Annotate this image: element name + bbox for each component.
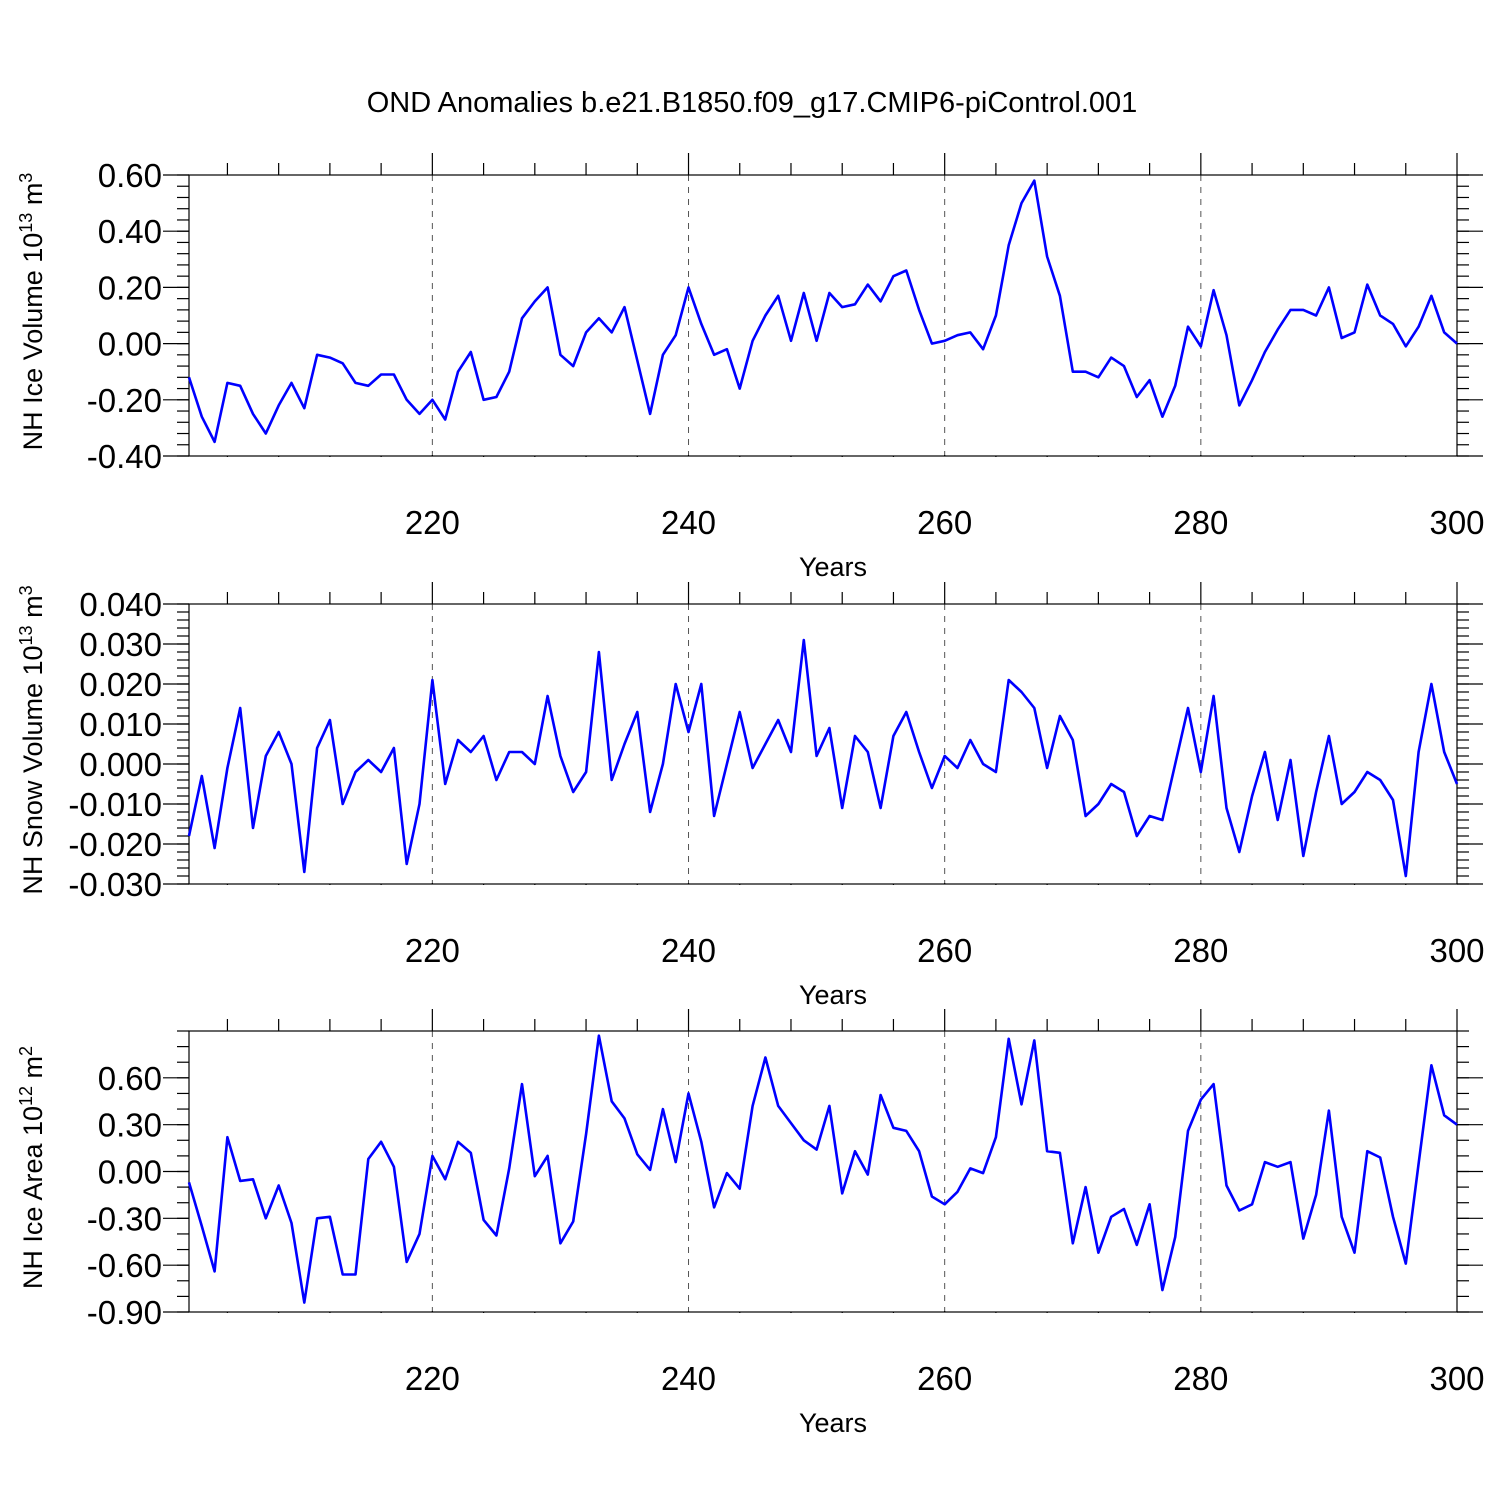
y-axis-label: NH Ice Volume 1013 m3: [16, 173, 48, 451]
y-axis-unit: m: [18, 1056, 48, 1086]
x-axis-label: Years: [799, 552, 867, 582]
series-line: [187, 179, 1458, 444]
y-tick-label: 0.40: [98, 213, 162, 250]
y-axis-unit-power: 3: [16, 173, 36, 183]
x-tick-label: 220: [405, 932, 460, 969]
y-axis-label-text: NH Ice Volume 10: [18, 233, 48, 451]
y-tick-label: 0.20: [98, 269, 162, 306]
y-tick-label: -0.030: [68, 866, 162, 903]
y-tick-label: 0.020: [79, 666, 162, 703]
y-tick-label: 0.30: [98, 1107, 162, 1144]
y-tick-label: 0.040: [79, 586, 162, 623]
y-tick-label: -0.60: [87, 1247, 162, 1284]
y-tick-label: 0.010: [79, 706, 162, 743]
plot-frame: [188, 174, 1458, 457]
x-axis-label: Years: [799, 980, 867, 1010]
series-line: [187, 638, 1459, 878]
panel-ice-area: 220 240 260 280 300 -0.90 -0.60 -0.30 0.00 0.30 0.…: [16, 1009, 1485, 1438]
y-axis-unit-power: 2: [16, 1046, 36, 1056]
series-line: [187, 1034, 1458, 1304]
chart-title: OND Anomalies b.e21.B1850.f09_g17.CMIP6-…: [367, 87, 1138, 119]
x-tick-label: 240: [661, 504, 716, 541]
y-axis-unit: m: [18, 595, 48, 625]
y-tick-label: -0.20: [87, 382, 162, 419]
plot-frame: [188, 603, 1458, 885]
x-tick-label: 260: [917, 1360, 972, 1397]
y-axis-unit-exponent: 13: [16, 213, 36, 233]
x-tick-label: 280: [1173, 1360, 1228, 1397]
y-tick-label: -0.40: [87, 438, 162, 475]
x-tick-label: 300: [1429, 504, 1484, 541]
x-tick-label: 220: [405, 504, 460, 541]
x-tick-label: 280: [1173, 932, 1228, 969]
y-tick-label: 0.60: [98, 157, 162, 194]
y-axis-label: NH Snow Volume 1013 m3: [16, 585, 48, 894]
x-tick-label: 300: [1429, 1360, 1484, 1397]
y-tick-label: -0.020: [68, 826, 162, 863]
x-tick-label: 260: [917, 504, 972, 541]
y-tick-label: 0.000: [79, 746, 162, 783]
y-tick-label: -0.010: [68, 786, 162, 823]
x-tick-label: 260: [917, 932, 972, 969]
x-axis-label: Years: [799, 1408, 867, 1438]
y-axis-unit-power: 3: [16, 585, 36, 595]
y-tick-label: -0.30: [87, 1200, 162, 1237]
y-tick-label: 0.60: [98, 1060, 162, 1097]
y-tick-label: 0.030: [79, 626, 162, 663]
y-tick-label: 0.00: [98, 326, 162, 363]
y-axis-unit-exponent: 13: [16, 625, 36, 645]
y-tick-label: 0.00: [98, 1154, 162, 1191]
x-tick-label: 240: [661, 932, 716, 969]
y-axis-unit: m: [18, 183, 48, 213]
y-tick-label: -0.90: [87, 1294, 162, 1331]
panel-snow-volume: 220 240 260 280 300-0.030-0.020-0.0100.0000.…: [16, 582, 1485, 1010]
y-axis-unit-exponent: 12: [16, 1086, 36, 1106]
x-tick-label: 220: [405, 1360, 460, 1397]
y-axis-label-text: NH Snow Volume 10: [18, 645, 48, 894]
y-axis-label: NH Ice Area 1012 m2: [16, 1046, 48, 1289]
x-tick-label: 280: [1173, 504, 1228, 541]
plot-frame: [188, 1030, 1458, 1313]
y-axis-label-text: NH Ice Area 10: [18, 1106, 48, 1289]
x-tick-label: 300: [1429, 932, 1484, 969]
x-tick-label: 240: [661, 1360, 716, 1397]
panel-ice-volume: 220 240 260 280 300 -0.40 -0.20 0.00 0.20 0.40 0.6…: [16, 153, 1485, 582]
